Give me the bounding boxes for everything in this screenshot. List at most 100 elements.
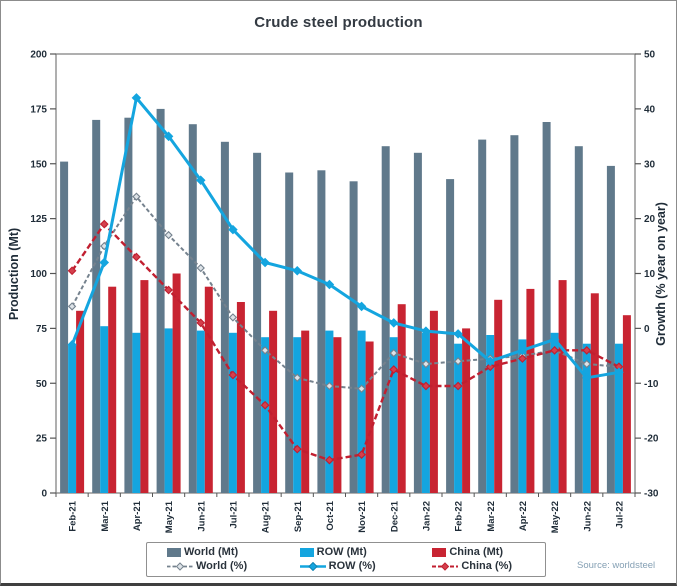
y-tick-label-right: -20 <box>644 434 659 445</box>
marker <box>388 318 399 328</box>
bar <box>301 330 310 493</box>
bar <box>454 343 463 493</box>
marker <box>164 230 173 240</box>
marker <box>549 334 560 345</box>
marker <box>67 266 77 276</box>
bar <box>236 302 245 493</box>
marker <box>357 450 366 459</box>
bar <box>188 124 197 493</box>
bar <box>108 286 117 493</box>
marker <box>421 381 431 391</box>
marker <box>325 455 334 465</box>
bar <box>389 337 398 493</box>
y-tick-label-right: 0 <box>644 324 650 335</box>
marker <box>292 444 302 454</box>
line <box>71 222 620 462</box>
y-tick-label-left: 150 <box>30 159 47 170</box>
marker <box>453 329 463 339</box>
marker <box>421 326 431 336</box>
marker <box>164 285 173 295</box>
bar <box>606 165 615 493</box>
marker <box>228 313 238 322</box>
bar <box>220 141 229 494</box>
y-tick-label-right: 10 <box>644 269 656 280</box>
x-tick-label: Dec-21 <box>389 500 400 532</box>
marker <box>550 345 559 355</box>
legend-row-lines: World (%) ROW (%) China (%) <box>147 561 545 572</box>
marker <box>582 359 591 369</box>
marker <box>67 302 77 311</box>
source-credit: Source: worldsteel <box>577 560 656 571</box>
marker <box>453 381 463 391</box>
bar <box>429 310 438 493</box>
marker <box>292 265 303 276</box>
bar <box>478 139 487 493</box>
bar <box>261 337 270 493</box>
marker <box>293 373 302 382</box>
chart-title: Crude steel production <box>254 14 423 31</box>
bar <box>486 335 495 493</box>
legend-label: China (Mt) <box>449 545 504 558</box>
x-tick-label: Mar-21 <box>100 500 111 531</box>
x-tick-label: Jun-21 <box>196 500 207 531</box>
marker <box>421 359 431 369</box>
bar <box>446 179 455 493</box>
marker <box>260 346 270 355</box>
marker <box>260 257 270 268</box>
y-tick-label-left: 25 <box>36 434 48 445</box>
y-tick-label-right: -30 <box>644 489 659 500</box>
chart-canvas: Production (Mt) Growth (% year on year) … <box>7 50 668 534</box>
bar <box>526 288 535 493</box>
bar <box>518 339 527 493</box>
marker <box>614 367 624 378</box>
x-tick-label: Aug-21 <box>261 500 272 533</box>
world-line-swatch-icon <box>167 562 193 572</box>
y-tick-label-left: 50 <box>36 379 48 390</box>
bar <box>365 341 374 493</box>
bar <box>269 310 278 493</box>
bar <box>317 170 326 494</box>
row-bar-swatch-icon <box>299 547 314 557</box>
legend-item-row-mt: ROW (Mt) <box>280 546 413 558</box>
bar <box>325 330 334 493</box>
marker <box>518 354 527 363</box>
marker <box>389 365 399 374</box>
marker <box>67 340 77 350</box>
china-line-swatch-icon <box>432 562 459 572</box>
legend-label: World (%) <box>196 560 248 573</box>
y-tick-label-left: 75 <box>36 324 48 335</box>
y-tick-label-right: 30 <box>644 159 656 170</box>
x-tick-label: Sep-21 <box>293 500 304 532</box>
y-tick-label-left: 125 <box>30 214 47 225</box>
legend-item-china-pct: China (%) <box>412 561 545 572</box>
bar <box>293 337 302 493</box>
marker <box>517 345 528 356</box>
bar <box>494 299 503 493</box>
bar <box>614 343 623 493</box>
bar <box>156 108 165 494</box>
legend-item-world-pct: World (%) <box>147 561 280 572</box>
legend: World (Mt) ROW (Mt) China (Mt) World (%) <box>146 542 546 577</box>
bar <box>140 280 149 493</box>
marker <box>325 381 334 391</box>
bar <box>510 135 519 493</box>
bar <box>590 293 599 493</box>
legend-row-bars: World (Mt) ROW (Mt) China (Mt) <box>147 545 545 558</box>
bar <box>558 280 567 493</box>
x-tick-label: Apr-21 <box>132 500 143 531</box>
bar <box>172 273 181 493</box>
x-tick-label: Feb-22 <box>454 501 465 532</box>
legend-item-world-mt: World (Mt) <box>147 546 280 558</box>
marker <box>356 301 367 312</box>
x-tick-label: May-21 <box>164 500 175 533</box>
marker <box>99 219 109 229</box>
row-line-swatch-icon <box>299 562 326 572</box>
marker <box>131 93 142 103</box>
bar <box>253 152 262 494</box>
x-tick-label: Feb-21 <box>68 500 79 531</box>
bar <box>164 328 173 493</box>
marker <box>453 357 463 366</box>
marker <box>485 362 495 372</box>
world-bar-swatch-icon <box>167 547 181 557</box>
bar <box>228 332 237 493</box>
